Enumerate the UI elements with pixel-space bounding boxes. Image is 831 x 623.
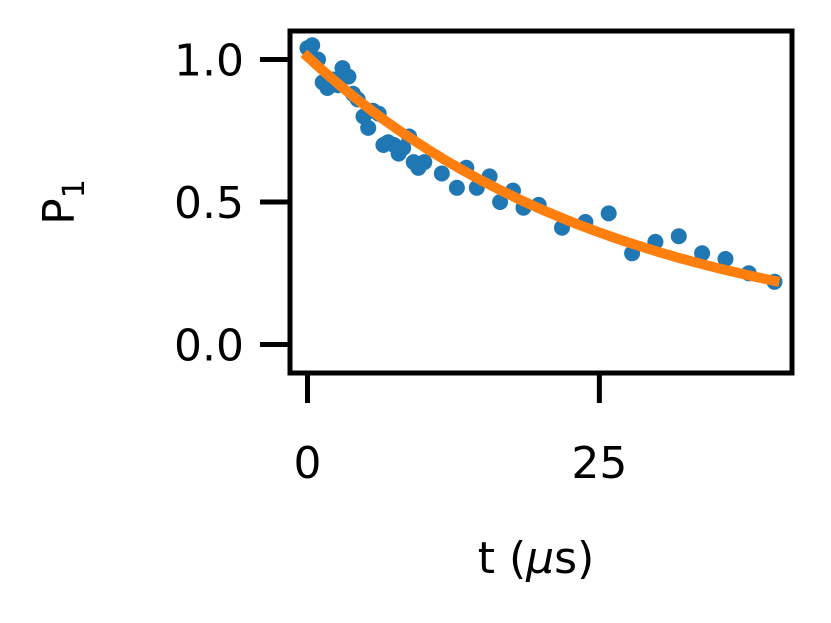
y-tick-label: 0.5 — [174, 178, 244, 229]
x-axis-label-post: s) — [554, 533, 594, 584]
y-tick-label: 1.0 — [174, 36, 244, 87]
data-points — [299, 37, 783, 290]
data-point — [600, 205, 617, 222]
y-axis-label: P1 — [34, 179, 92, 225]
data-point — [492, 194, 509, 210]
y-axis-label-sub: 1 — [57, 179, 92, 198]
data-point — [694, 245, 711, 262]
data-point — [448, 179, 465, 196]
x-tick-label: 0 — [294, 438, 322, 489]
y-tick-label: 0.0 — [174, 321, 244, 372]
data-point — [670, 228, 687, 245]
data-point — [360, 119, 377, 136]
data-point — [340, 68, 357, 85]
x-axis-label-mu: μ — [525, 533, 554, 584]
data-point — [433, 165, 450, 182]
data-point — [416, 154, 433, 171]
y-ticks: 0.0 0.5 1.0 — [174, 36, 290, 372]
x-axis-label-pre: t ( — [478, 533, 526, 584]
fit-curve — [300, 49, 781, 287]
y-axis-label-main: P — [34, 198, 85, 225]
x-axis-label: t (μs) — [478, 533, 595, 584]
data-point — [717, 251, 734, 267]
x-ticks: 0 25 — [294, 373, 627, 489]
x-tick-label: 25 — [571, 438, 627, 489]
fit-line — [300, 49, 781, 287]
data-point — [304, 37, 321, 54]
